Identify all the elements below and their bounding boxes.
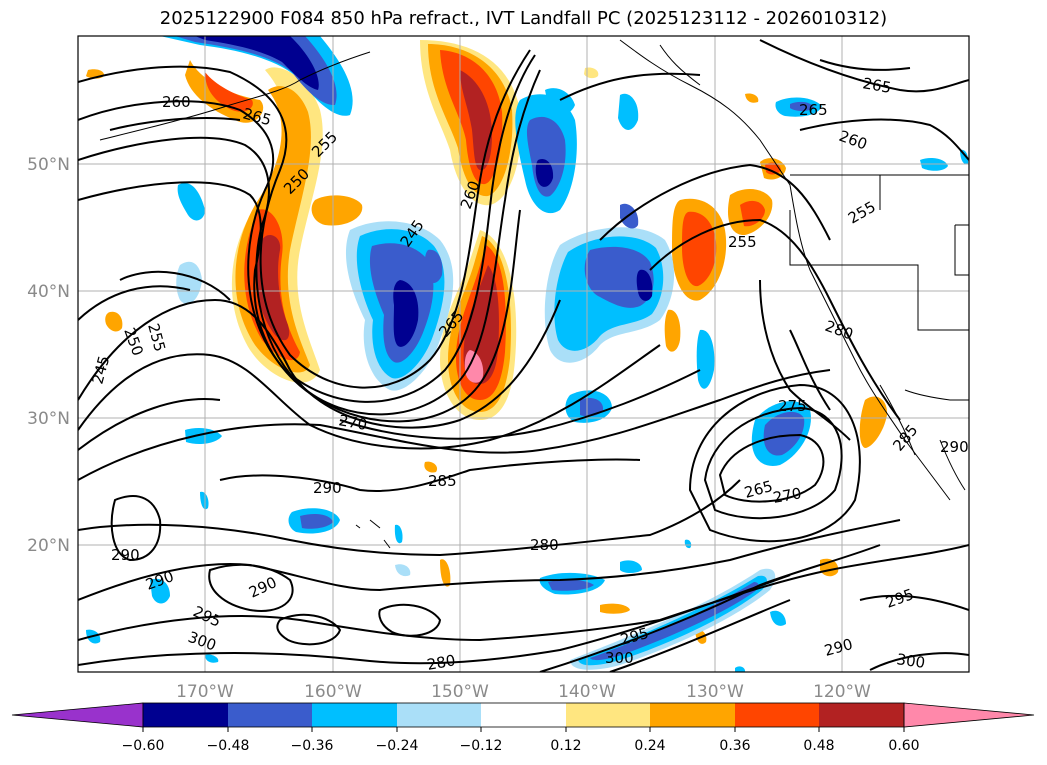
lon-label: 160°W [304,682,362,702]
colorbar-bin [481,703,566,727]
contour-label: 270 [337,411,368,434]
colorbar-tick-label: 0.24 [634,738,665,754]
contour-label: 260 [162,93,191,111]
longitude-labels: 170°W 160°W 150°W 140°W 130°W 120°W [176,682,871,702]
lat-label: 20°N [27,536,70,556]
colorbar: −0.60 −0.48 −0.36 −0.24 −0.12 0.12 0.24 … [11,702,1035,754]
colorbar-bin [397,703,481,727]
lat-label: 30°N [27,409,70,429]
contour-label: 270 [772,484,803,507]
contour-label: 300 [895,650,926,672]
contour-label: 275 [778,397,807,415]
colorbar-high-extend [903,702,1035,728]
colorbar-tick-label: 0.60 [888,738,919,754]
contour-label: 300 [605,649,634,667]
colorbar-bin [650,703,735,727]
contour-label: 285 [428,472,457,490]
map-title: 2025122900 F084 850 hPa refract., IVT La… [159,8,888,29]
colorbar-bin [228,703,312,727]
contour-label: 290 [313,479,342,497]
lon-label: 140°W [558,682,616,702]
colorbar-bin [735,703,819,727]
contour-label: 255 [728,233,757,251]
colorbar-bin [566,703,650,727]
lon-label: 170°W [176,682,234,702]
coastlines [99,39,969,549]
lon-label: 120°W [813,682,871,702]
colorbar-tick-label: 0.36 [719,738,750,754]
colorbar-tick-label: −0.36 [291,738,334,754]
contour-label: 280 [426,651,457,674]
graticule [78,36,969,672]
colorbar-low-extend [11,702,144,728]
colorbar-bin [143,703,228,727]
contour-lines [78,39,969,672]
contour-label: 280 [530,536,559,554]
colorbar-bin [819,703,904,727]
contour-label: 265 [799,101,828,119]
lat-label: 50°N [27,155,70,175]
contour-label: 290 [111,546,140,564]
colorbar-tick-label: 0.48 [803,738,834,754]
colorbar-tick-label: −0.24 [376,738,419,754]
lon-label: 150°W [431,682,489,702]
map-plot-area: 260 265 255 250 260 245 265 255 250 245 … [78,36,969,674]
latitude-labels: 50°N 40°N 30°N 20°N [27,155,70,556]
contour-label: 290 [940,438,969,456]
colorbar-bin [312,703,397,727]
colorbar-tick-label: −0.60 [122,738,165,754]
colorbar-tick-label: −0.48 [207,738,250,754]
contour-label: 265 [861,74,892,97]
colorbar-tick-label: −0.12 [460,738,503,754]
map-frame [77,35,970,673]
lat-label: 40°N [27,282,70,302]
colorbar-tick-label: 0.12 [550,738,581,754]
lon-label: 130°W [686,682,744,702]
